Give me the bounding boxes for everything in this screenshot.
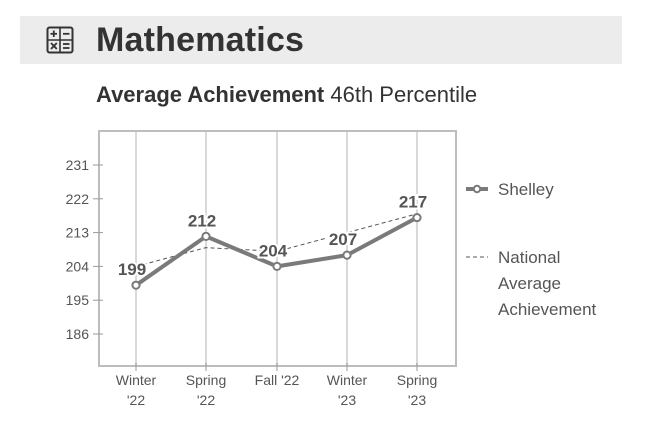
x-tick-label-line: Spring <box>397 372 437 388</box>
x-tick-label: Winter '23 <box>327 372 368 408</box>
calculator-icon <box>46 26 74 54</box>
y-tick-label: 204 <box>66 258 90 274</box>
shelley-data-label: 212 <box>188 211 216 230</box>
y-tick-label: 231 <box>66 157 90 173</box>
x-tick-label-line: Winter <box>327 372 368 388</box>
national-average-line <box>135 213 418 267</box>
shelley-point <box>342 250 352 260</box>
x-tick-label: Spring '23 <box>397 372 437 408</box>
x-tick-label-line: '22 <box>127 392 145 408</box>
x-tick-label: Fall '22 <box>255 372 300 388</box>
subtitle-percentile: 46th Percentile <box>330 82 478 107</box>
chart-subtitle: Average Achievement 46th Percentile <box>96 82 477 108</box>
shelley-data-label: 199 <box>118 260 146 279</box>
shelley-point <box>201 231 211 241</box>
shelley-point <box>272 261 282 271</box>
y-tick-label: 213 <box>66 225 90 241</box>
shelley-data-label: 207 <box>329 230 357 249</box>
subject-title: Mathematics <box>96 21 305 59</box>
x-tick-label-line: Spring <box>186 372 226 388</box>
shelley-data-label: 204 <box>259 241 288 260</box>
legend-shelley-label: Shelley <box>498 180 554 199</box>
legend-shelley-marker <box>472 184 482 194</box>
shelley-data-label: 217 <box>399 193 427 212</box>
legend-national-label-line: Average <box>498 274 561 293</box>
legend-national-label-line: Achievement <box>498 300 597 319</box>
y-tick-label: 195 <box>66 292 90 308</box>
shelley-point <box>412 212 422 223</box>
x-tick-label-line: '23 <box>408 392 426 408</box>
y-tick-label: 222 <box>66 191 90 207</box>
y-tick-label: 186 <box>66 326 90 342</box>
x-tick-label: Spring '22 <box>186 372 226 408</box>
x-tick-label-line: '22 <box>197 392 215 408</box>
x-tick-label-line: Winter <box>116 372 157 388</box>
subject-header: Mathematics <box>20 16 622 64</box>
legend-national-label-line: National <box>498 248 560 267</box>
x-tick-label-line: '23 <box>338 392 356 408</box>
shelley-point <box>131 280 141 290</box>
legend-national-label: National Average Achievement <box>498 248 597 319</box>
subtitle-metric: Average Achievement <box>96 82 325 107</box>
x-tick-label-line: Fall '22 <box>255 372 300 388</box>
x-tick-label: Winter '22 <box>116 372 157 408</box>
